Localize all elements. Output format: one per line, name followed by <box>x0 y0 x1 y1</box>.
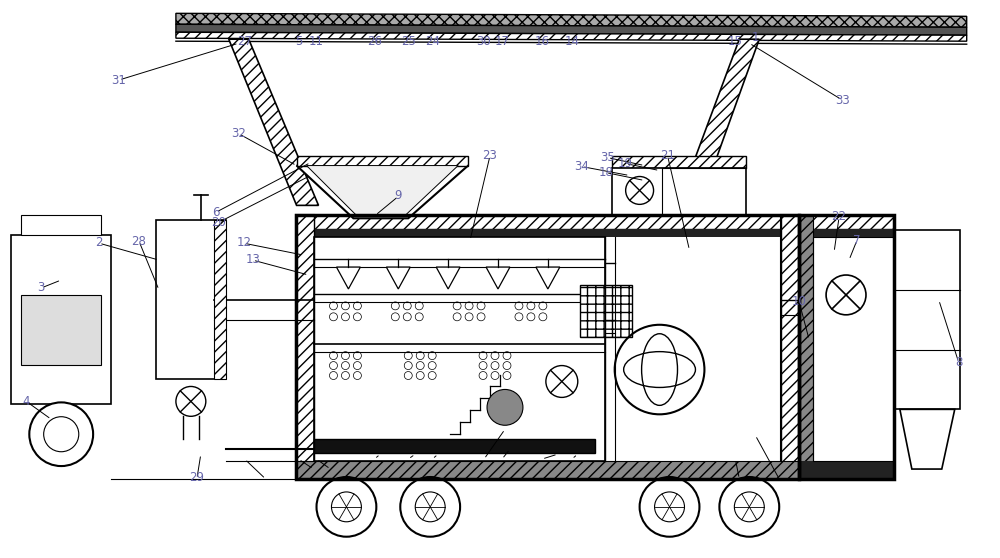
Text: 17: 17 <box>494 35 509 48</box>
Bar <box>799 215 894 479</box>
Text: 11: 11 <box>309 35 324 48</box>
Text: 22: 22 <box>832 210 847 223</box>
Polygon shape <box>336 267 360 289</box>
Polygon shape <box>229 39 319 205</box>
Bar <box>296 461 799 479</box>
Polygon shape <box>386 267 410 289</box>
Text: 21: 21 <box>660 149 675 162</box>
Text: 4: 4 <box>23 395 30 408</box>
Polygon shape <box>297 156 468 166</box>
Bar <box>314 237 605 461</box>
Bar <box>781 215 799 479</box>
Text: 3: 3 <box>38 281 45 294</box>
Text: 25: 25 <box>401 35 416 48</box>
Bar <box>296 215 799 479</box>
Bar <box>799 215 894 229</box>
Bar <box>296 215 314 479</box>
Bar <box>21 295 101 364</box>
Text: 2: 2 <box>95 237 103 249</box>
Text: 9: 9 <box>395 189 402 202</box>
Bar <box>813 237 894 461</box>
Bar <box>214 220 226 379</box>
Text: 20: 20 <box>211 216 226 229</box>
Bar <box>799 229 894 237</box>
Bar <box>799 215 813 479</box>
Polygon shape <box>900 410 955 469</box>
Text: 1: 1 <box>752 31 759 44</box>
Text: 12: 12 <box>236 237 251 249</box>
Text: 29: 29 <box>189 472 204 484</box>
Text: 31: 31 <box>112 74 126 86</box>
Text: 35: 35 <box>600 151 615 165</box>
Text: 26: 26 <box>367 35 382 48</box>
Polygon shape <box>176 32 967 41</box>
Bar <box>580 285 632 336</box>
Circle shape <box>487 389 523 425</box>
Text: 10: 10 <box>792 295 807 307</box>
Circle shape <box>29 402 93 466</box>
Text: 13: 13 <box>245 253 260 266</box>
Text: 19: 19 <box>618 157 633 170</box>
Bar <box>296 215 799 229</box>
Polygon shape <box>307 166 458 215</box>
Polygon shape <box>297 166 468 218</box>
Bar <box>799 461 894 479</box>
Bar <box>296 215 314 479</box>
Bar <box>799 215 813 479</box>
Text: 33: 33 <box>835 94 849 107</box>
Text: 28: 28 <box>132 235 146 248</box>
Bar <box>314 439 595 453</box>
Circle shape <box>317 477 376 537</box>
Bar <box>612 167 746 215</box>
Circle shape <box>719 477 779 537</box>
Text: 8: 8 <box>955 356 962 369</box>
Text: 16: 16 <box>534 35 549 48</box>
Polygon shape <box>176 25 967 35</box>
Bar <box>21 215 101 235</box>
Bar <box>612 156 746 167</box>
Polygon shape <box>486 267 510 289</box>
Text: 14: 14 <box>564 35 579 48</box>
Text: 18: 18 <box>598 166 613 179</box>
Polygon shape <box>536 267 560 289</box>
Bar <box>781 215 799 479</box>
Text: 6: 6 <box>212 206 220 219</box>
Text: 15: 15 <box>728 35 743 48</box>
Polygon shape <box>176 13 967 27</box>
Bar <box>11 235 111 405</box>
Text: 5: 5 <box>295 35 302 48</box>
Bar <box>895 230 960 410</box>
Text: 23: 23 <box>483 149 497 162</box>
Text: 32: 32 <box>231 127 246 140</box>
Circle shape <box>640 477 699 537</box>
Bar <box>296 461 799 479</box>
Text: 30: 30 <box>477 35 491 48</box>
Polygon shape <box>678 39 759 205</box>
Text: 34: 34 <box>574 160 589 174</box>
Text: 7: 7 <box>853 234 861 247</box>
Circle shape <box>400 477 460 537</box>
Text: 24: 24 <box>425 35 440 48</box>
Bar <box>296 229 799 237</box>
Text: 27: 27 <box>237 35 252 48</box>
Polygon shape <box>436 267 460 289</box>
Bar <box>156 220 226 379</box>
